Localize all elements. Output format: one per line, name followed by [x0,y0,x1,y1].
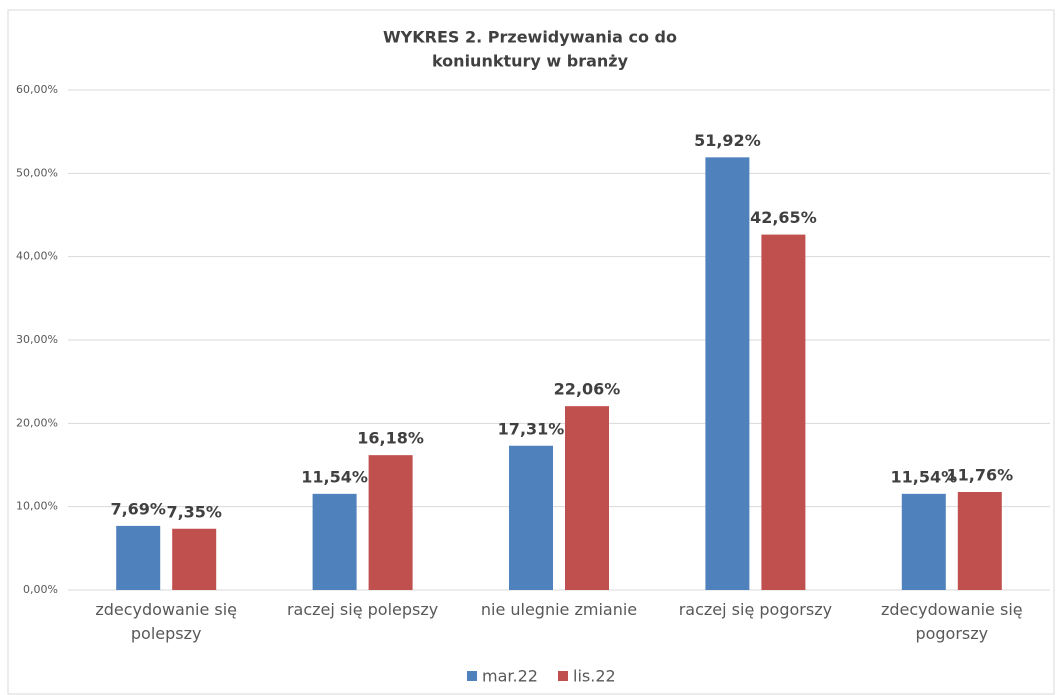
data-label: 7,69% [110,499,166,518]
bar [116,525,161,590]
bar [705,157,750,591]
data-label: 11,54% [301,467,368,486]
bar [172,528,217,590]
data-label: 22,06% [554,380,621,399]
bar [368,455,413,590]
chart-frame [7,9,1055,695]
bar [565,406,609,590]
bar [901,493,946,590]
bar [312,493,357,590]
bar [509,445,553,590]
x-tick-label: raczej się pogorszy [678,600,833,619]
y-tick-label: 60,00% [16,83,58,96]
legend-label: lis.22 [573,667,616,686]
legend-swatch [467,671,477,681]
data-label: 7,35% [166,502,222,521]
x-tick-label: raczej się polepszy [286,600,439,619]
y-tick-label: 30,00% [16,333,58,346]
data-label: 42,65% [750,208,817,227]
y-tick-label: 20,00% [16,416,58,429]
x-tick-label: zdecydowanie się polepszy [95,600,237,643]
data-label: 11,54% [890,467,957,486]
y-tick-label: 40,00% [16,250,58,263]
y-tick-label: 50,00% [16,166,58,179]
y-tick-label: 10,00% [16,500,58,513]
legend-label: mar.22 [482,667,538,686]
data-label: 51,92% [694,131,761,150]
chart-title: WYKRES 2. Przewidywania co do [383,28,677,47]
chart-title: koniunktury w branży [432,52,629,71]
bar [957,492,1002,590]
x-tick-label: zdecydowanie się pogorszy [880,600,1023,643]
y-tick-label: 0,00% [23,583,58,596]
data-label: 16,18% [357,429,424,448]
legend-swatch [558,671,568,681]
bar [761,234,806,591]
data-label: 17,31% [498,419,565,438]
data-label: 11,76% [946,466,1013,485]
x-tick-label: nie ulegnie zmianie [480,600,638,619]
